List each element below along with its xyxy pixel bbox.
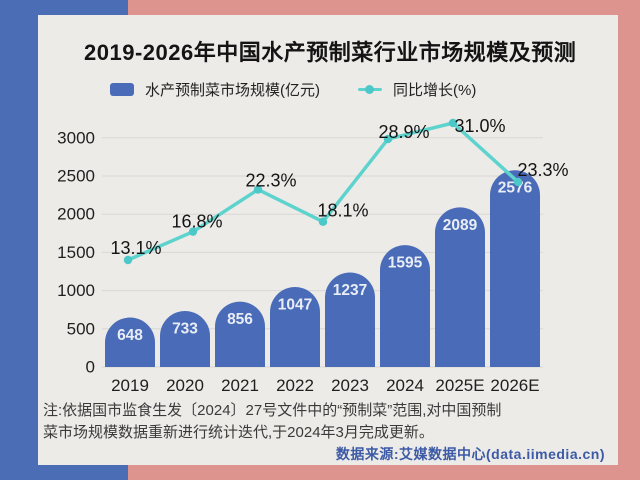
x-tick-label: 2026E bbox=[490, 376, 539, 395]
y-tick-label: 2000 bbox=[57, 205, 95, 224]
bar-2025E bbox=[434, 207, 485, 367]
bar-2021 bbox=[215, 301, 265, 367]
growth-point bbox=[123, 255, 133, 265]
growth-point bbox=[253, 185, 263, 194]
y-tick-label: 0 bbox=[86, 358, 95, 377]
legend-item-market-size: 水产预制菜市场规模(亿元) bbox=[110, 79, 320, 100]
y-tick-label: 3000 bbox=[57, 128, 95, 147]
growth-value-label: 18.1% bbox=[317, 201, 368, 221]
line-series-swatch bbox=[358, 83, 382, 96]
growth-point bbox=[513, 177, 523, 187]
bar-2019 bbox=[105, 317, 155, 367]
growth-value-label: 28.9% bbox=[378, 122, 429, 142]
bar-value-label: 2089 bbox=[443, 217, 478, 234]
bar-value-label: 2576 bbox=[498, 180, 533, 197]
combo-chart: 0 500 1000 1500 2000 2500 3000 648 2019 733 2020 85… bbox=[57, 116, 568, 395]
growth-point bbox=[448, 118, 458, 128]
growth-point bbox=[188, 227, 198, 236]
bar-series-swatch bbox=[110, 83, 134, 96]
growth-value-label: 31.0% bbox=[454, 116, 505, 136]
footnote: 注:依据国市监食生发〔2024〕27号文件中的“预制菜”范围,对中国预制 菜市场… bbox=[43, 400, 501, 444]
bar-2020 bbox=[160, 310, 210, 367]
chart-title: 2019-2026年中国水产预制菜行业市场规模及预测 bbox=[84, 40, 577, 65]
chart-card: 2019-2026年中国水产预制菜行业市场规模及预测 水产预制菜市场规模(亿元)… bbox=[38, 15, 618, 465]
bar-2022 bbox=[270, 287, 320, 367]
growth-point bbox=[318, 217, 328, 226]
bar-2024 bbox=[379, 245, 430, 367]
growth-point bbox=[383, 134, 393, 144]
x-tick-label: 2021 bbox=[221, 376, 259, 395]
bar-value-label: 1595 bbox=[388, 255, 423, 272]
bar-value-label: 648 bbox=[117, 327, 143, 344]
growth-value-label: 16.8% bbox=[171, 212, 222, 232]
legend-label-growth: 同比增长(%) bbox=[393, 82, 477, 99]
x-tick-label: 2025E bbox=[435, 376, 484, 395]
bar-value-label: 1237 bbox=[333, 282, 367, 299]
y-tick-label: 2500 bbox=[57, 167, 95, 186]
legend-label-market-size: 水产预制菜市场规模(亿元) bbox=[145, 82, 320, 99]
y-tick-label: 1000 bbox=[57, 281, 95, 300]
bar-2023 bbox=[325, 272, 375, 367]
growth-value-label: 23.3% bbox=[517, 160, 568, 180]
legend: 水产预制菜市场规模(亿元) 同比增长(%) bbox=[110, 79, 618, 100]
data-source: 数据来源:艾媒数据中心(data.iimedia.cn) bbox=[335, 446, 605, 462]
bar-2026E bbox=[490, 170, 540, 367]
y-tick-label: 500 bbox=[67, 319, 95, 338]
bar-value-label: 1047 bbox=[278, 297, 312, 314]
x-tick-label: 2020 bbox=[166, 376, 204, 395]
bar-value-label: 856 bbox=[227, 311, 253, 328]
y-tick-label: 1500 bbox=[57, 243, 95, 262]
growth-value-label: 13.1% bbox=[110, 238, 161, 258]
x-tick-label: 2022 bbox=[276, 376, 314, 395]
x-tick-label: 2024 bbox=[386, 376, 424, 395]
growth-value-label: 22.3% bbox=[245, 171, 296, 191]
footnote-line1: 注:依据国市监食生发〔2024〕27号文件中的“预制菜”范围,对中国预制 bbox=[43, 402, 502, 419]
footnote-line2: 菜市场规模数据重新进行统计迭代,于2024年3月完成更新。 bbox=[43, 424, 434, 441]
x-tick-label: 2023 bbox=[331, 376, 369, 395]
legend-item-growth: 同比增长(%) bbox=[358, 79, 476, 100]
x-tick-label: 2019 bbox=[111, 376, 149, 395]
bar-value-label: 733 bbox=[172, 320, 198, 337]
